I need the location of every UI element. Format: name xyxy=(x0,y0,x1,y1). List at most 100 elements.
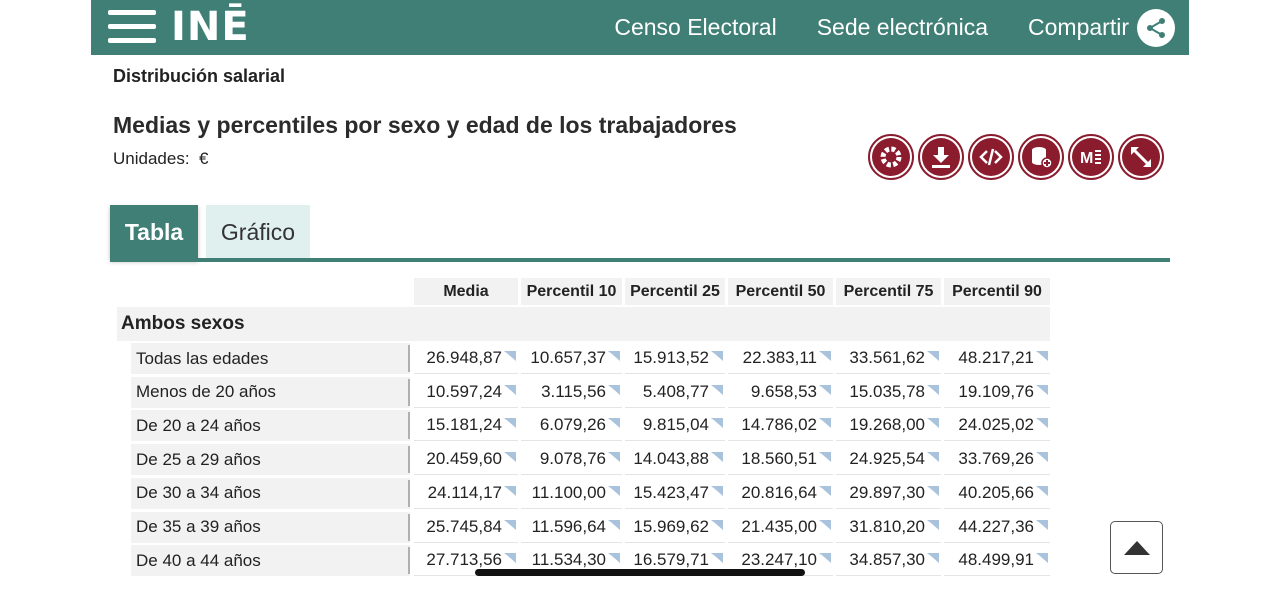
row-separator xyxy=(408,446,410,474)
row-label: De 30 a 34 años xyxy=(131,477,410,509)
download-icon xyxy=(922,138,960,176)
cell-value: 9.078,76 xyxy=(539,449,606,469)
table-cell: 15.423,47 xyxy=(625,478,725,509)
gear-icon xyxy=(872,138,910,176)
cell-note-icon[interactable] xyxy=(504,548,516,564)
cell-note-icon[interactable] xyxy=(711,380,723,395)
hamburger-menu-icon[interactable] xyxy=(108,10,156,44)
row-label: Todas las edades xyxy=(131,343,410,374)
cell-note-icon[interactable] xyxy=(608,447,620,463)
table-cell: 9.658,53 xyxy=(728,377,833,408)
cell-note-icon[interactable] xyxy=(711,447,723,463)
cell-note-icon[interactable] xyxy=(927,515,939,530)
row-label: De 35 a 39 años xyxy=(131,511,410,543)
column-header[interactable]: Percentil 75 xyxy=(836,278,941,305)
column-header[interactable]: Percentil 90 xyxy=(944,278,1050,305)
embed-code-button[interactable] xyxy=(968,134,1014,180)
cell-note-icon[interactable] xyxy=(927,413,939,429)
nav-compartir[interactable]: Compartir xyxy=(1028,14,1129,40)
cell-note-icon[interactable] xyxy=(711,481,723,496)
column-header[interactable]: Percentil 25 xyxy=(625,278,725,305)
cell-note-icon[interactable] xyxy=(927,346,939,361)
cell-value: 3.115,56 xyxy=(541,381,606,401)
add-database-button[interactable] xyxy=(1018,134,1064,180)
cell-note-icon[interactable] xyxy=(819,548,831,564)
cell-note-icon[interactable] xyxy=(1036,413,1048,429)
cell-note-icon[interactable] xyxy=(1036,548,1048,564)
metadata-button[interactable]: M xyxy=(1068,134,1114,180)
table-cell: 40.205,66 xyxy=(944,478,1050,509)
cell-note-icon[interactable] xyxy=(927,447,939,463)
column-header[interactable]: Percentil 10 xyxy=(521,278,622,305)
column-header[interactable]: Media xyxy=(414,278,518,305)
group-row xyxy=(117,307,1050,341)
cell-note-icon[interactable] xyxy=(608,346,620,361)
cell-note-icon[interactable] xyxy=(1036,380,1048,395)
cell-note-icon[interactable] xyxy=(927,481,939,496)
cell-note-icon[interactable] xyxy=(608,548,620,564)
cell-value: 29.897,30 xyxy=(849,482,925,502)
cell-note-icon[interactable] xyxy=(1036,346,1048,361)
cell-note-icon[interactable] xyxy=(927,548,939,564)
nav-censo-electoral[interactable]: Censo Electoral xyxy=(614,14,777,40)
table-cell: 19.109,76 xyxy=(944,377,1050,408)
tab-tabla[interactable]: Tabla xyxy=(110,205,198,260)
table-cell: 33.561,62 xyxy=(836,343,941,374)
cell-note-icon[interactable] xyxy=(819,380,831,395)
database-add-icon xyxy=(1022,138,1060,176)
cell-note-icon[interactable] xyxy=(608,413,620,429)
code-icon xyxy=(972,138,1010,176)
cell-note-icon[interactable] xyxy=(608,515,620,530)
share-icon[interactable] xyxy=(1137,8,1175,47)
cell-value: 40.205,66 xyxy=(958,482,1034,502)
cell-note-icon[interactable] xyxy=(504,413,516,429)
row-separator xyxy=(408,479,410,507)
fullscreen-button[interactable] xyxy=(1118,134,1164,180)
cell-value: 11.596,64 xyxy=(531,516,606,536)
cell-note-icon[interactable] xyxy=(711,515,723,530)
column-header[interactable]: Percentil 50 xyxy=(728,278,833,305)
cell-note-icon[interactable] xyxy=(819,346,831,361)
scroll-to-top-button[interactable] xyxy=(1110,521,1163,574)
tools-bar: M xyxy=(868,134,1168,180)
page-title: Medias y percentiles por sexo y edad de … xyxy=(113,112,737,138)
settings-button[interactable] xyxy=(868,134,914,180)
table-cell: 48.499,91 xyxy=(944,545,1050,577)
cell-note-icon[interactable] xyxy=(608,481,620,496)
download-button[interactable] xyxy=(918,134,964,180)
units-label: Unidades: xyxy=(113,149,190,168)
cell-note-icon[interactable] xyxy=(819,413,831,429)
row-label: De 25 a 29 años xyxy=(131,444,410,476)
cell-note-icon[interactable] xyxy=(927,380,939,395)
cell-value: 24.925,54 xyxy=(849,449,925,469)
cell-note-icon[interactable] xyxy=(819,515,831,530)
cell-value: 10.657,37 xyxy=(530,348,606,367)
nav-sede-electronica[interactable]: Sede electrónica xyxy=(816,14,989,40)
cell-note-icon[interactable] xyxy=(1036,481,1048,496)
cell-value: 25.745,84 xyxy=(426,516,502,536)
cell-note-icon[interactable] xyxy=(504,515,516,530)
table-cell: 6.079,26 xyxy=(521,410,622,442)
table-cell: 3.115,56 xyxy=(521,377,622,408)
table-cell: 24.025,02 xyxy=(944,410,1050,442)
cell-note-icon[interactable] xyxy=(504,380,516,395)
cell-note-icon[interactable] xyxy=(608,380,620,395)
cell-note-icon[interactable] xyxy=(504,447,516,463)
cell-value: 20.459,60 xyxy=(426,449,502,469)
cell-note-icon[interactable] xyxy=(1036,447,1048,463)
cell-note-icon[interactable] xyxy=(711,346,723,361)
cell-note-icon[interactable] xyxy=(819,447,831,463)
tab-grafico[interactable]: Gráfico xyxy=(206,205,310,260)
cell-note-icon[interactable] xyxy=(711,413,723,429)
cell-note-icon[interactable] xyxy=(1036,515,1048,530)
cell-note-icon[interactable] xyxy=(504,346,516,361)
table-row: De 20 a 24 años 15.181,24 6.079,26 9.815,04… xyxy=(131,410,1050,442)
cell-note-icon[interactable] xyxy=(819,481,831,496)
chevron-up-icon xyxy=(1123,540,1150,555)
cell-value: 19.268,00 xyxy=(849,415,925,435)
cell-value: 11.100,00 xyxy=(531,482,606,502)
cell-note-icon[interactable] xyxy=(711,548,723,564)
ine-logo[interactable]: INĒ xyxy=(171,4,250,50)
cell-note-icon[interactable] xyxy=(504,481,516,496)
table-row: Menos de 20 años 10.597,24 3.115,56 5.408,7… xyxy=(131,376,1050,408)
